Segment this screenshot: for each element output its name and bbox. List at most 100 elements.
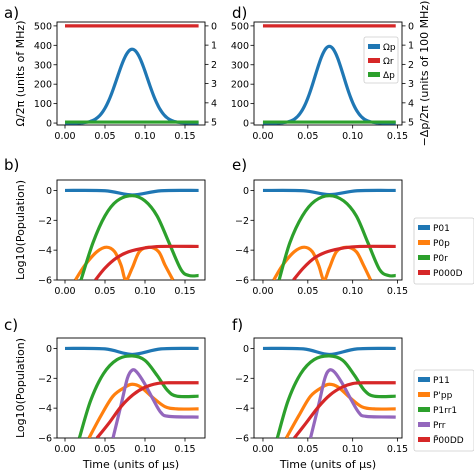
series-line-f [262, 346, 396, 357]
legend-swatch [418, 270, 430, 275]
x-tick-label: 0.10 [342, 286, 363, 297]
series-line-c [95, 381, 199, 438]
y-tick-label: 0 [243, 119, 249, 130]
y-tick-label: −4 [235, 246, 249, 257]
y-tick-label: 500 [34, 21, 52, 32]
x-tick-label: 0.00 [252, 286, 273, 297]
panel-b: b) 0.00 0.05 0.10 0.15 0 −2 −4 −6 Log10(Populatio… [4, 156, 206, 297]
x-tick-label: 0.05 [94, 444, 115, 455]
legend-swatch [418, 392, 430, 397]
x-tick-label: 0.10 [342, 131, 363, 142]
series-line-b [94, 244, 199, 280]
y-tick-label: 0 [46, 119, 52, 130]
legend-entry: P0p [433, 239, 450, 249]
y2-tick-label: 3 [408, 79, 414, 90]
legend-swatch [418, 437, 430, 442]
y2-tick-label: 2 [408, 60, 414, 71]
x-axis-label: Time (units of μs) [279, 458, 376, 471]
legend-swatch [418, 240, 430, 245]
series-line-c [64, 346, 199, 357]
y-tick-label: −6 [235, 434, 249, 445]
x-tick-label: 0.00 [252, 131, 273, 142]
series-line-f [308, 368, 396, 438]
legend-swatch [418, 255, 430, 260]
series-line-c [77, 354, 199, 438]
legend-entry: Prr [433, 421, 446, 431]
y-tick-label: 200 [231, 80, 249, 91]
series-line-e [292, 244, 396, 280]
y2-tick-label: 1 [408, 41, 414, 52]
series-line-b [74, 245, 175, 280]
y-tick-label: −2 [235, 374, 249, 385]
legend-entry: Δp [383, 71, 395, 81]
panel-d: d) 0.00 0.05 0.10 0.15 0 100 200 300 400 500 0 1 2 3 4 5… [231, 1, 431, 147]
legend-entry: Ωr [383, 57, 394, 67]
legend-entry: P1rr1 [433, 406, 457, 416]
x-tick-label: 0.00 [54, 444, 75, 455]
y2-tick-label: 2 [211, 60, 217, 71]
legend-box [413, 217, 474, 285]
legend-swatch [368, 58, 380, 63]
legend-entry: P̃00DD [433, 434, 464, 446]
panel-e: e) 0.00 0.05 0.10 0.15 0 −2 −4 −6 P01 P0p P0r P000D [232, 156, 474, 297]
y-tick-label: 300 [231, 60, 249, 71]
y-tick-label: −6 [235, 276, 249, 287]
y2-tick-label: 1 [211, 41, 217, 52]
y-tick-label: −6 [38, 276, 52, 287]
y-axis-label: Ω/2π (units of MHz) [14, 21, 27, 127]
x-tick-label: 0.05 [297, 286, 318, 297]
series-line-e [277, 194, 396, 280]
y-axis-label: Log10(Population) [14, 338, 27, 438]
y-tick-label: −2 [38, 216, 52, 227]
y-tick-label: 400 [34, 41, 52, 52]
x-tick-label: 0.05 [297, 444, 318, 455]
axes-frame [253, 337, 403, 439]
x-tick-label: 0.10 [134, 131, 155, 142]
panel-a: a) 0.00 0.05 0.10 0.15 0 100 200 300 400 500 0 1 2 3 4 5… [4, 4, 217, 142]
legend: Ωp Ωr Δp [363, 36, 399, 84]
legend-entry: P000D [433, 269, 463, 279]
legend-swatch [418, 407, 430, 412]
panel-label: b) [4, 156, 19, 174]
y-tick-label: 0 [46, 344, 52, 355]
y-tick-label: 200 [34, 80, 52, 91]
x-tick-label: 0.10 [342, 444, 363, 455]
axes-frame [56, 179, 206, 281]
legend-entry: P11 [433, 376, 450, 386]
x-tick-label: 0.05 [94, 286, 115, 297]
y-tick-label: 0 [46, 186, 52, 197]
legend-swatch [418, 225, 430, 230]
y-tick-label: −2 [38, 374, 52, 385]
axes-frame [56, 21, 206, 126]
x-tick-label: 0.15 [387, 131, 408, 142]
series-line-e [262, 188, 396, 197]
legend-entry: P0r [433, 254, 448, 264]
y-tick-label: 300 [34, 60, 52, 71]
series-line-f [275, 354, 396, 438]
y-tick-label: −2 [235, 216, 249, 227]
y2-tick-label: 4 [211, 98, 217, 109]
legend: P01 P0p P0r P000D [413, 217, 474, 285]
legend-entry: P01 [433, 224, 450, 234]
x-tick-label: 0.15 [174, 131, 195, 142]
y2-tick-label: 0 [408, 21, 414, 32]
axes-frame [253, 179, 403, 281]
y-tick-label: 100 [34, 99, 52, 110]
x-tick-label: 0.00 [252, 444, 273, 455]
x-tick-label: 0.15 [174, 444, 195, 455]
x-tick-label: 0.15 [387, 286, 408, 297]
series-line-c [111, 368, 199, 438]
y2-tick-label: 4 [408, 98, 414, 109]
series-line-a [64, 47, 199, 125]
y2-tick-label: 5 [408, 118, 414, 129]
legend-swatch [418, 422, 430, 427]
legend-swatch [418, 377, 430, 382]
x-tick-label: 0.15 [387, 444, 408, 455]
x-tick-label: 0.00 [54, 286, 75, 297]
axes-frame [56, 337, 206, 439]
series-line-e [272, 245, 373, 280]
series-line-b [79, 194, 199, 280]
y-axis-label: Log10(Population) [14, 180, 27, 280]
axes-frame [253, 21, 403, 126]
